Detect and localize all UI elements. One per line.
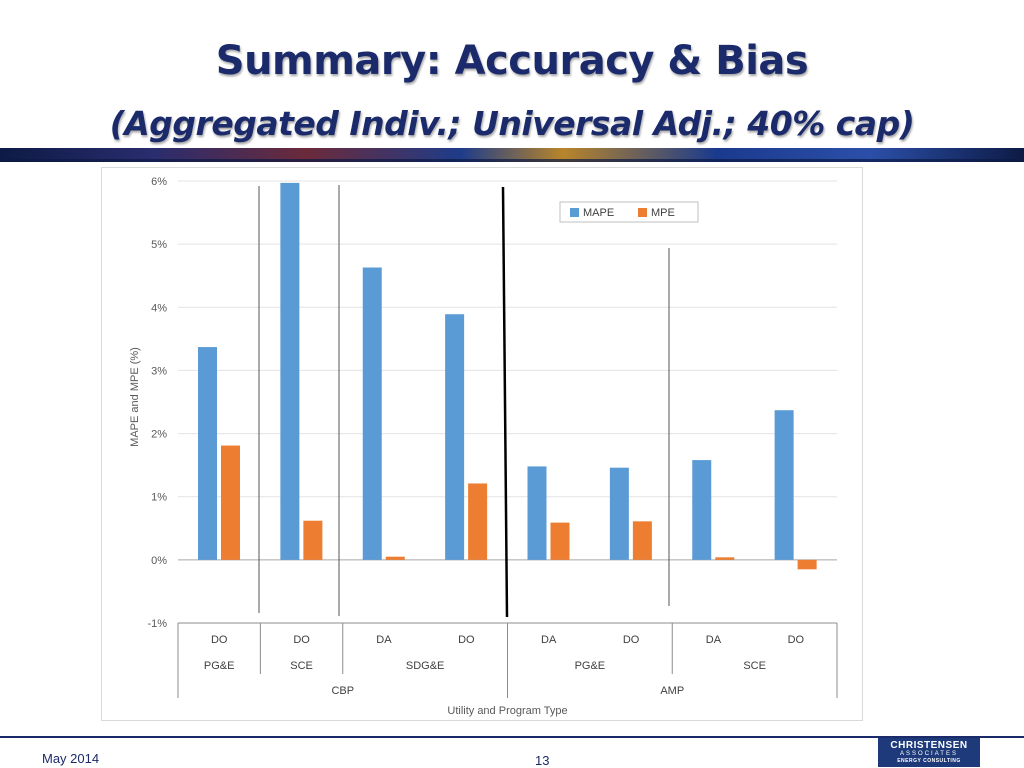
x-tick-label: DA [541,634,557,646]
mape-bar [198,347,217,560]
slide-title: Summary: Accuracy & Bias [215,38,809,84]
y-tick-label: 3% [151,365,167,377]
mpe-bar [468,483,488,560]
y-tick-label: 5% [151,239,167,251]
utility-label: PG&E [575,660,606,672]
legend-swatch [638,208,647,217]
legend-label: MAPE [583,207,614,219]
mape-bar [692,460,712,560]
company-logo: CHRISTENSEN ASSOCIATES ENERGY CONSULTING [878,738,980,767]
y-tick-label: -1% [147,618,167,630]
logo-line-3: ENERGY CONSULTING [897,758,961,764]
y-tick-label: 0% [151,555,167,567]
chart-svg: -1% 0% 1% 2% 3% 4% 5% 6% MAPE and MPE (%) MAPE MPE… [129,176,838,717]
x-axis-title: Utility and Program Type [447,705,567,717]
legend-box [559,201,699,223]
mpe-bar [221,445,240,560]
utility-label: PG&E [204,660,235,672]
y-tick-label: 6% [151,176,167,188]
y-tick-label: 4% [151,302,167,314]
mape-bar [527,466,547,560]
logo-line-1: CHRISTENSEN [890,740,968,751]
slide-subtitle: (Aggregated Indiv.; Universal Adj.; 40% … [109,104,915,143]
utility-label: SCE [290,660,313,672]
mpe-bar [797,559,817,570]
logo-line-2: ASSOCIATES [900,751,958,757]
footer-rule [0,736,1024,738]
utility-label: SDG&E [406,660,445,672]
chart: -1% 0% 1% 2% 3% 4% 5% 6% MAPE and MPE (%) MAPE MPE… [101,167,863,721]
utility-label: SCE [743,660,766,672]
legend-swatch [570,208,579,217]
x-tick-label: DA [376,634,392,646]
mape-bar [774,410,794,560]
mape-bar [609,467,629,560]
page-number: 13 [535,753,550,768]
y-tick-label: 1% [151,492,167,504]
x-tick-label: DO [788,634,805,646]
y-axis-title: MAPE and MPE (%) [129,347,141,447]
y-tick-label: 2% [151,429,167,441]
mpe-bar [550,522,570,560]
x-tick-label: DO [293,634,310,646]
header-banner [0,148,1024,162]
x-tick-label: DO [458,634,475,646]
program-separator [501,186,509,618]
mpe-bar [632,521,652,560]
mpe-bar [303,520,323,560]
mpe-bar [385,556,405,560]
legend-label: MPE [651,207,675,219]
mape-bar [362,267,382,560]
mape-bar [280,182,300,560]
mpe-bar [715,557,735,560]
x-tick-label: DO [211,634,228,646]
program-label: CBP [331,685,354,697]
x-tick-label: DO [623,634,640,646]
footer-date: May 2014 [42,751,100,766]
mape-bar [445,314,465,560]
program-label: AMP [660,685,684,697]
x-tick-label: DA [706,634,722,646]
